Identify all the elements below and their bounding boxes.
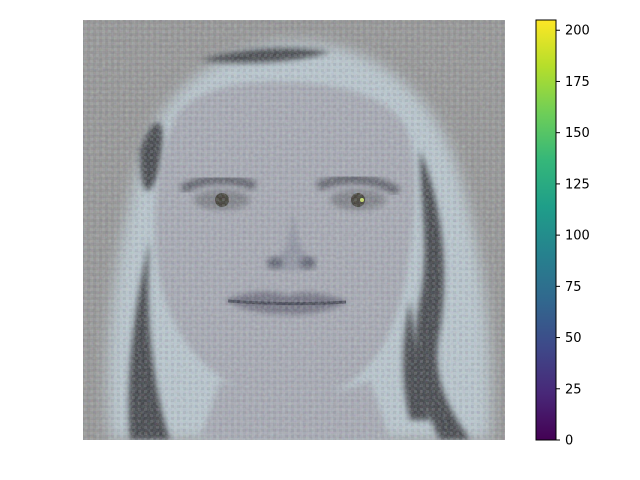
colorbar-ticks: 0 25 50 75 100 125 150 175 200 xyxy=(556,24,590,449)
colorbar-tick-label: 25 xyxy=(565,382,582,397)
colorbar-tick-label: 125 xyxy=(565,177,590,192)
colorbar-tick-label: 200 xyxy=(565,24,590,39)
colorbar-gradient xyxy=(535,19,557,441)
colorbar-tick-label: 50 xyxy=(565,331,582,346)
colorbar: 0 25 50 75 100 125 150 175 200 xyxy=(535,19,590,449)
face-image xyxy=(83,20,505,440)
colorbar-tick-label: 175 xyxy=(565,75,590,90)
colorbar-tick-label: 150 xyxy=(565,126,590,141)
colorbar-tick-label: 100 xyxy=(565,229,590,244)
colorbar-tick-label: 0 xyxy=(565,434,573,449)
colorbar-tick-label: 75 xyxy=(565,280,582,295)
